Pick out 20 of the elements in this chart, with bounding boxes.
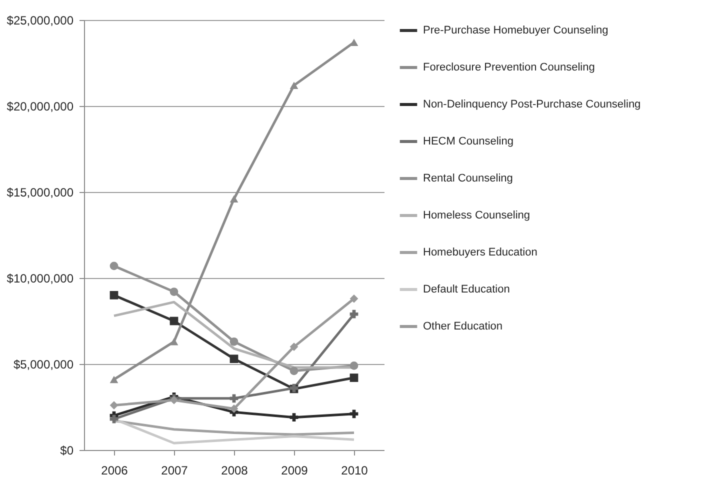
y-tick-label: $10,000,000 <box>6 272 74 286</box>
legend-label: Rental Counseling <box>423 172 513 184</box>
y-tick-label: $25,000,000 <box>6 14 74 28</box>
x-tick-label: 2009 <box>281 464 308 478</box>
legend-label: Homeless Counseling <box>423 210 530 222</box>
y-tick-label: $5,000,000 <box>13 358 74 372</box>
legend-label: Pre-Purchase Homebuyer Counseling <box>423 24 608 36</box>
x-tick-label: 2006 <box>101 464 128 478</box>
x-tick-label: 2008 <box>221 464 248 478</box>
legend-label: HECM Counseling <box>423 136 514 148</box>
legend-label: Other Education <box>423 320 502 332</box>
y-tick-label: $0 <box>60 444 74 458</box>
y-tick-label: $20,000,000 <box>6 100 74 114</box>
x-tick-label: 2010 <box>341 464 368 478</box>
y-tick-label: $15,000,000 <box>6 186 74 200</box>
legend-label: Homebuyers Education <box>423 246 538 258</box>
legend-label: Foreclosure Prevention Counseling <box>423 62 595 74</box>
legend-label: Default Education <box>423 284 510 296</box>
legend-label: Non-Delinquency Post-Purchase Counseling <box>423 98 641 110</box>
x-tick-label: 2007 <box>161 464 188 478</box>
